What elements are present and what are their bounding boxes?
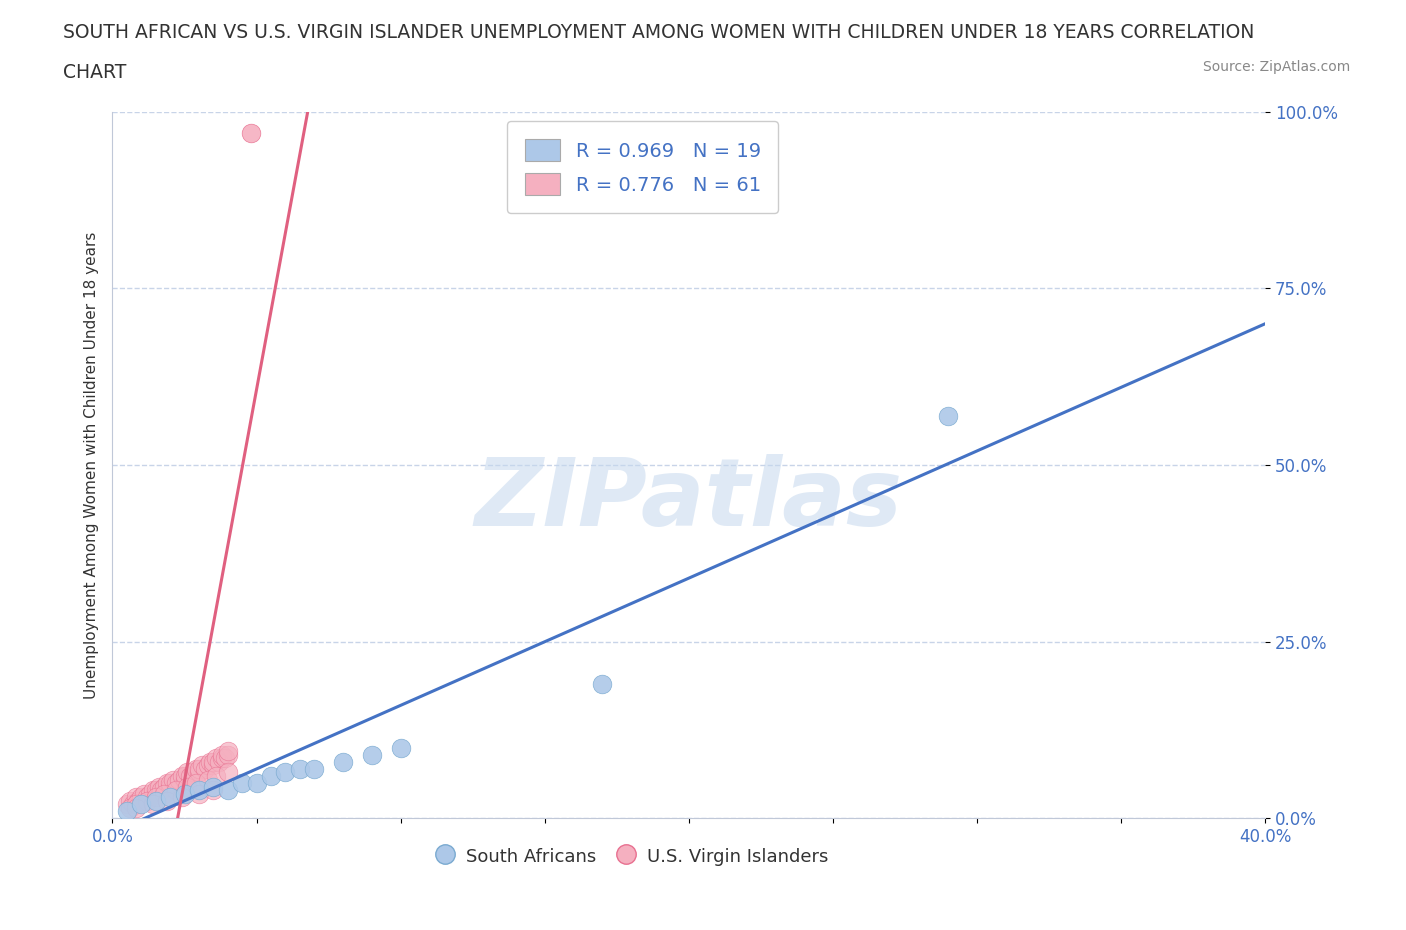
Point bbox=[176, 779, 198, 794]
Point bbox=[217, 765, 239, 780]
Point bbox=[217, 744, 239, 759]
Point bbox=[592, 677, 614, 692]
Point bbox=[124, 790, 146, 804]
Point bbox=[153, 786, 176, 801]
Point bbox=[159, 779, 181, 794]
Point bbox=[205, 751, 228, 765]
Text: ZIPatlas: ZIPatlas bbox=[475, 455, 903, 546]
Point bbox=[188, 786, 211, 801]
Point bbox=[115, 797, 138, 812]
Point bbox=[159, 790, 181, 804]
Point bbox=[136, 790, 159, 804]
Point bbox=[173, 772, 195, 787]
Y-axis label: Unemployment Among Women with Children Under 18 years: Unemployment Among Women with Children U… bbox=[83, 232, 98, 698]
Point bbox=[181, 765, 204, 780]
Point bbox=[200, 754, 222, 769]
Point bbox=[274, 765, 297, 780]
Point bbox=[176, 765, 198, 780]
Point bbox=[211, 751, 233, 765]
Point bbox=[124, 797, 146, 812]
Point bbox=[129, 790, 153, 804]
Point bbox=[142, 797, 165, 812]
Point bbox=[124, 801, 146, 816]
Point bbox=[197, 772, 219, 787]
Point bbox=[239, 126, 262, 140]
Point bbox=[202, 779, 225, 794]
Point bbox=[139, 786, 162, 801]
Point bbox=[202, 754, 225, 769]
Point bbox=[173, 786, 195, 801]
Text: Source: ZipAtlas.com: Source: ZipAtlas.com bbox=[1202, 60, 1350, 74]
Text: SOUTH AFRICAN VS U.S. VIRGIN ISLANDER UNEMPLOYMENT AMONG WOMEN WITH CHILDREN UND: SOUTH AFRICAN VS U.S. VIRGIN ISLANDER UN… bbox=[63, 23, 1254, 42]
Point bbox=[170, 768, 193, 783]
Point bbox=[208, 754, 231, 769]
Point bbox=[118, 793, 141, 808]
Point bbox=[145, 786, 167, 801]
Point bbox=[162, 772, 184, 787]
Point bbox=[389, 740, 412, 755]
Point bbox=[197, 758, 219, 773]
Point bbox=[134, 786, 156, 801]
Point bbox=[179, 768, 201, 783]
Point bbox=[153, 779, 176, 794]
Point bbox=[145, 793, 167, 808]
Point bbox=[184, 776, 207, 790]
Point bbox=[188, 765, 211, 780]
Point bbox=[214, 751, 236, 765]
Point bbox=[217, 748, 239, 763]
Point bbox=[129, 797, 153, 812]
Point bbox=[217, 783, 239, 798]
Point bbox=[170, 790, 193, 804]
Point bbox=[231, 776, 253, 790]
Point bbox=[288, 762, 311, 777]
Point bbox=[304, 762, 326, 777]
Point bbox=[260, 768, 283, 783]
Point bbox=[148, 779, 170, 794]
Point bbox=[156, 793, 179, 808]
Point bbox=[184, 762, 207, 777]
Point bbox=[167, 772, 190, 787]
Legend: South Africans, U.S. Virgin Islanders: South Africans, U.S. Virgin Islanders bbox=[427, 839, 835, 873]
Point bbox=[194, 762, 217, 777]
Point bbox=[165, 783, 187, 798]
Point bbox=[332, 754, 354, 769]
Point bbox=[205, 768, 228, 783]
Point bbox=[159, 776, 181, 790]
Point bbox=[188, 783, 211, 798]
Point bbox=[360, 748, 382, 763]
Text: CHART: CHART bbox=[63, 63, 127, 82]
Point bbox=[191, 758, 214, 773]
Point bbox=[173, 768, 195, 783]
Point bbox=[150, 783, 173, 798]
Point bbox=[188, 762, 211, 777]
Point bbox=[246, 776, 269, 790]
Point bbox=[202, 783, 225, 798]
Point bbox=[127, 793, 149, 808]
Point bbox=[165, 776, 187, 790]
Point bbox=[121, 797, 143, 812]
Point bbox=[145, 783, 167, 798]
Point bbox=[145, 790, 167, 804]
Point bbox=[211, 748, 233, 763]
Point bbox=[136, 793, 159, 808]
Point bbox=[936, 408, 959, 423]
Point bbox=[156, 776, 179, 790]
Point bbox=[118, 801, 141, 816]
Point bbox=[115, 804, 138, 818]
Point bbox=[142, 783, 165, 798]
Point bbox=[202, 758, 225, 773]
